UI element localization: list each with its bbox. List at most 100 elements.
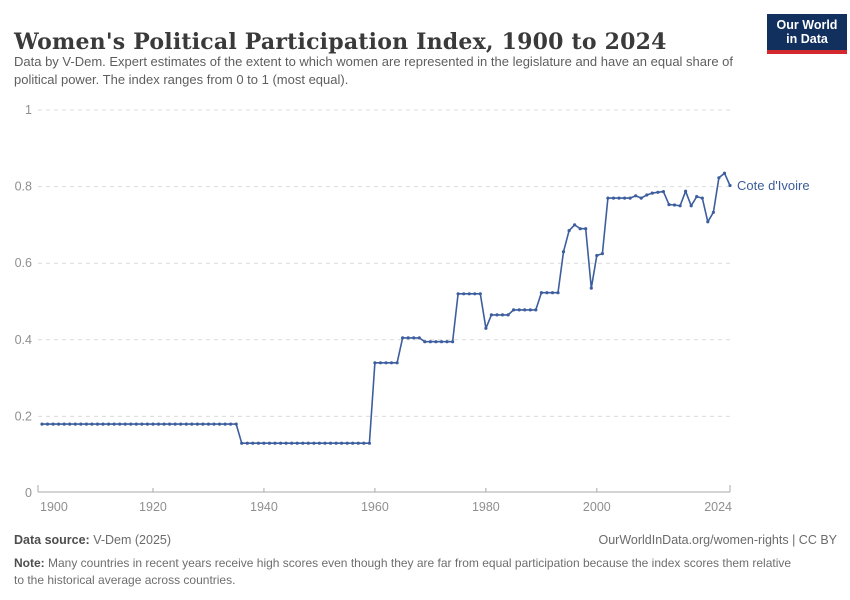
data-point[interactable] <box>428 340 432 344</box>
data-point[interactable] <box>395 361 399 365</box>
data-point[interactable] <box>267 441 272 445</box>
data-point[interactable] <box>68 422 72 426</box>
data-point[interactable] <box>606 196 610 200</box>
data-point[interactable] <box>107 422 111 426</box>
owid-logo[interactable]: Our World in Data <box>767 14 847 54</box>
data-point[interactable] <box>595 253 599 258</box>
data-point[interactable] <box>389 361 394 365</box>
data-point[interactable] <box>351 441 355 445</box>
data-point[interactable] <box>240 441 244 445</box>
data-point[interactable] <box>656 190 660 194</box>
data-point[interactable] <box>57 422 61 426</box>
data-point[interactable] <box>700 196 704 200</box>
data-point[interactable] <box>717 176 721 180</box>
data-point[interactable] <box>667 203 671 207</box>
data-point[interactable] <box>73 422 77 426</box>
data-point[interactable] <box>406 336 410 340</box>
data-point[interactable] <box>550 291 555 295</box>
data-point[interactable] <box>140 422 144 426</box>
data-point[interactable] <box>118 422 122 426</box>
data-point[interactable] <box>500 313 505 317</box>
data-point[interactable] <box>517 308 521 312</box>
data-point[interactable] <box>134 422 138 426</box>
data-point[interactable] <box>345 441 349 445</box>
data-point[interactable] <box>145 422 149 426</box>
data-point[interactable] <box>672 203 677 207</box>
data-point[interactable] <box>184 422 188 426</box>
data-point[interactable] <box>378 361 383 365</box>
data-point[interactable] <box>301 441 305 445</box>
data-point[interactable] <box>456 292 460 296</box>
data-point[interactable] <box>711 210 716 214</box>
data-point[interactable] <box>434 340 438 344</box>
data-point[interactable] <box>439 340 444 344</box>
data-point[interactable] <box>473 292 477 296</box>
data-point[interactable] <box>678 204 682 208</box>
data-point[interactable] <box>495 313 499 317</box>
data-point[interactable] <box>356 441 360 445</box>
data-point[interactable] <box>589 286 593 290</box>
data-point[interactable] <box>245 441 249 445</box>
data-point[interactable] <box>340 441 344 445</box>
data-point[interactable] <box>722 171 727 175</box>
data-point[interactable] <box>62 422 66 426</box>
data-point[interactable] <box>162 422 166 426</box>
data-point[interactable] <box>367 441 371 445</box>
data-point[interactable] <box>445 340 449 344</box>
data-point[interactable] <box>578 227 582 231</box>
data-point[interactable] <box>706 220 710 224</box>
data-point[interactable] <box>95 422 100 426</box>
data-point[interactable] <box>101 422 105 426</box>
data-point[interactable] <box>334 441 338 445</box>
data-point[interactable] <box>217 422 222 426</box>
data-point[interactable] <box>556 291 560 295</box>
data-point[interactable] <box>212 422 216 426</box>
data-point[interactable] <box>534 308 538 312</box>
data-point[interactable] <box>728 183 732 188</box>
series-line[interactable] <box>42 172 731 444</box>
data-point[interactable] <box>312 441 316 445</box>
data-point[interactable] <box>567 229 571 233</box>
data-point[interactable] <box>617 196 621 200</box>
data-point[interactable] <box>229 422 233 426</box>
data-point[interactable] <box>256 441 260 445</box>
data-point[interactable] <box>273 441 277 445</box>
data-point[interactable] <box>384 361 388 365</box>
data-point[interactable] <box>112 422 116 426</box>
data-point[interactable] <box>539 291 544 295</box>
data-point[interactable] <box>262 441 266 445</box>
data-point[interactable] <box>123 422 127 426</box>
data-point[interactable] <box>417 336 421 340</box>
data-point[interactable] <box>661 190 666 194</box>
data-point[interactable] <box>478 292 482 296</box>
data-point[interactable] <box>412 336 416 340</box>
data-point[interactable] <box>373 361 377 365</box>
data-point[interactable] <box>545 291 549 295</box>
data-point[interactable] <box>650 191 654 195</box>
data-point[interactable] <box>317 441 321 445</box>
data-point[interactable] <box>151 422 155 426</box>
entity-label[interactable]: Cote d'Ivoire <box>737 178 810 193</box>
data-point[interactable] <box>328 441 333 445</box>
data-point[interactable] <box>168 422 172 426</box>
data-point[interactable] <box>323 441 327 445</box>
data-point[interactable] <box>573 223 577 227</box>
data-point[interactable] <box>284 441 288 445</box>
data-point[interactable] <box>84 422 88 426</box>
data-point[interactable] <box>600 252 605 256</box>
data-point[interactable] <box>523 308 527 312</box>
data-point[interactable] <box>462 292 466 296</box>
data-point[interactable] <box>689 204 693 208</box>
data-point[interactable] <box>251 441 255 445</box>
data-point[interactable] <box>173 422 177 426</box>
data-point[interactable] <box>506 313 510 317</box>
data-point[interactable] <box>528 308 532 312</box>
data-point[interactable] <box>423 340 427 344</box>
data-point[interactable] <box>195 422 199 426</box>
data-point[interactable] <box>684 189 688 193</box>
data-point[interactable] <box>695 195 699 199</box>
data-point[interactable] <box>484 326 488 330</box>
data-point[interactable] <box>279 441 283 445</box>
data-point[interactable] <box>584 227 588 231</box>
data-point[interactable] <box>234 422 238 426</box>
